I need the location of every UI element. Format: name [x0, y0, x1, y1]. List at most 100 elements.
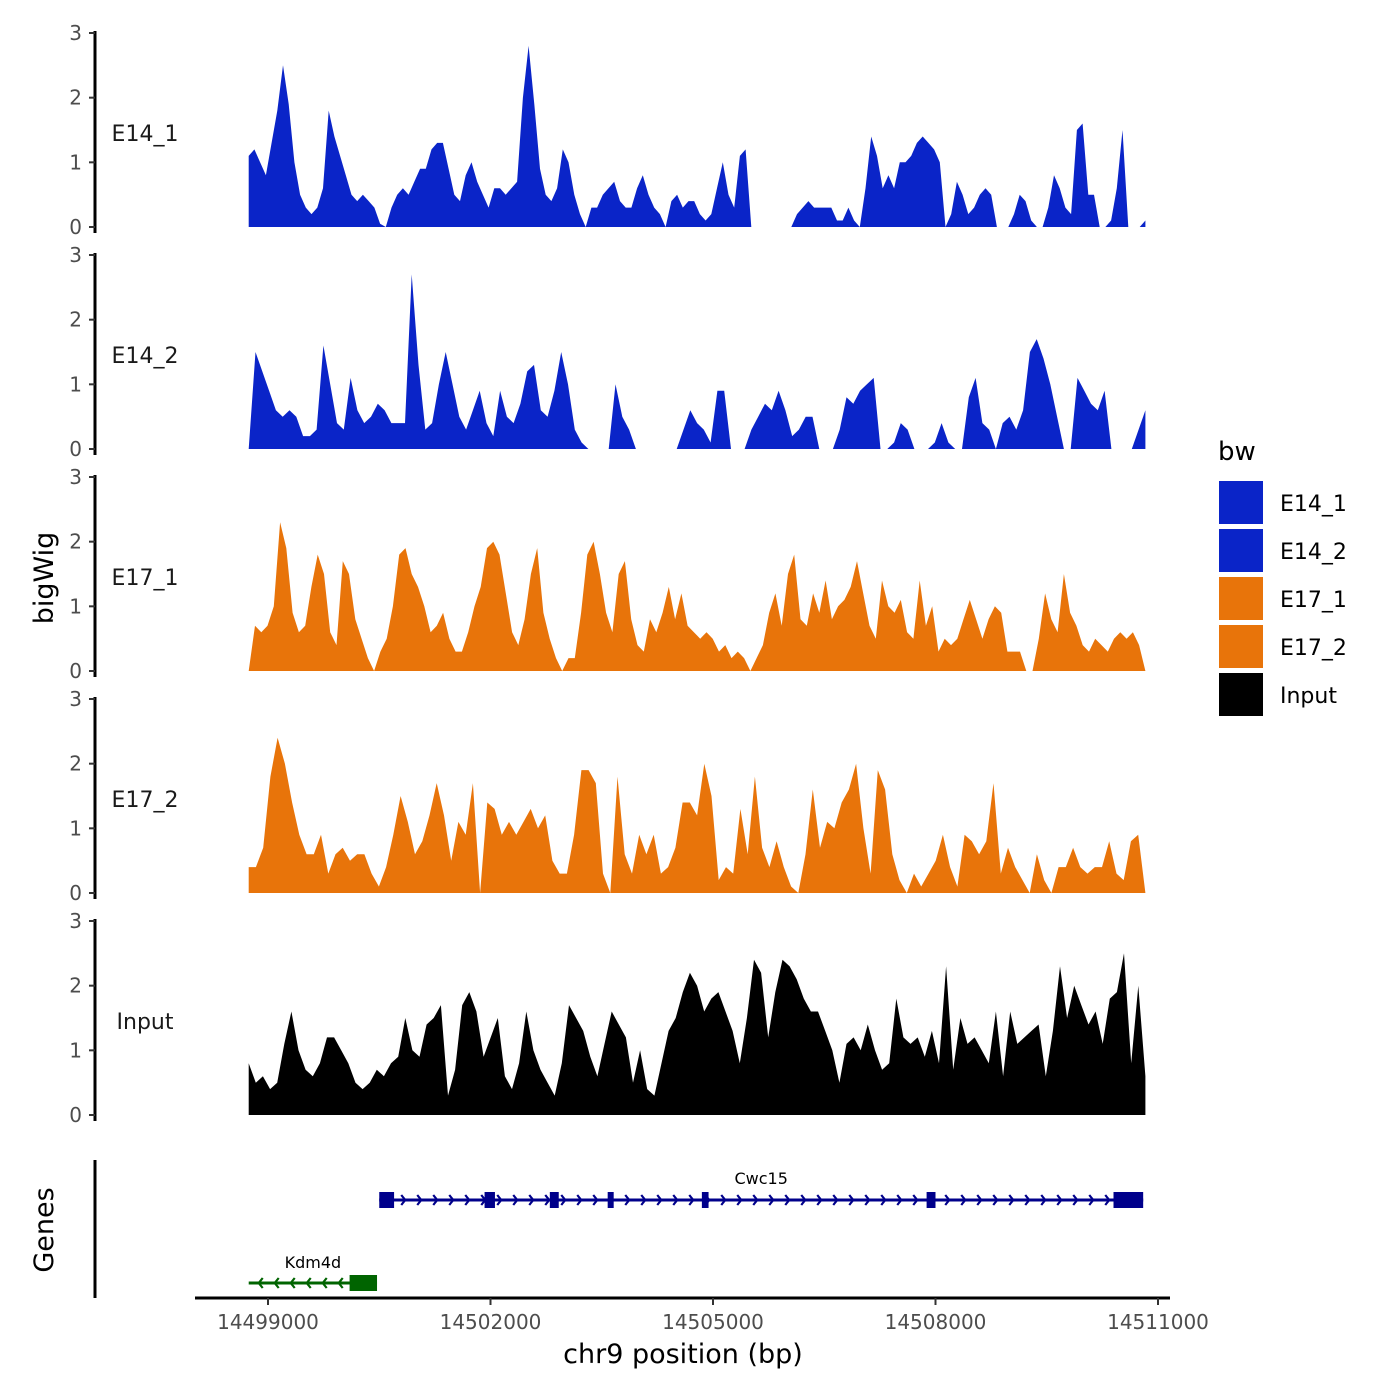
strand-arrow [416, 1194, 423, 1206]
track-E14_1: 0 1 2 3 E14_1 [69, 21, 1146, 239]
y-tick-label: 0 [69, 437, 82, 461]
track-E17_1: 0 1 2 3 E17_1 [69, 465, 1146, 683]
y-tick-label: 0 [69, 659, 82, 683]
track-label: E14_2 [112, 344, 179, 369]
gene-Cwc15: Cwc15 [379, 1169, 1144, 1208]
strand-arrow [1072, 1194, 1079, 1206]
strand-arrow [289, 1277, 296, 1289]
track-E14_2: 0 1 2 3 E14_2 [69, 243, 1146, 461]
y-tick-label: 1 [69, 150, 82, 174]
x-axis-title: chr9 position (bp) [563, 1339, 803, 1370]
strand-arrow [512, 1194, 519, 1206]
strand-arrow [784, 1194, 791, 1206]
gene-exon [549, 1192, 559, 1208]
coverage-area-E14_2 [248, 274, 1146, 449]
legend-label: E17_2 [1280, 636, 1347, 661]
y-axis-title: bigWig [29, 532, 60, 625]
legend-label: E17_1 [1280, 588, 1347, 613]
strand-arrow [832, 1194, 839, 1206]
legend-entry: E14_1 [1219, 481, 1347, 524]
x-axis: 14499000 14502000 14505000 14508000 14511000 [195, 1296, 1209, 1334]
strand-arrow [321, 1277, 328, 1289]
y-tick-label: 3 [69, 687, 82, 711]
strand-arrow [688, 1194, 695, 1206]
strand-arrow [528, 1194, 535, 1206]
strand-arrow [736, 1194, 743, 1206]
track-label: Input [117, 1010, 174, 1035]
legend-label: E14_2 [1280, 540, 1347, 565]
strand-arrow [337, 1277, 344, 1289]
y-tick-label: 1 [69, 816, 82, 840]
gene-exon [349, 1275, 378, 1291]
strand-arrow [768, 1194, 775, 1206]
strand-arrow [496, 1194, 503, 1206]
legend-label: E14_1 [1280, 492, 1347, 517]
legend-swatch [1219, 481, 1263, 524]
x-tick-label: 14511000 [1107, 1310, 1209, 1334]
strand-arrow [544, 1194, 551, 1206]
strand-arrow [640, 1194, 647, 1206]
legend-swatch [1219, 577, 1263, 620]
y-tick-label: 2 [69, 530, 82, 554]
strand-arrow [720, 1194, 727, 1206]
legend-entry: E17_1 [1219, 577, 1347, 620]
legend-swatch [1219, 673, 1263, 716]
y-tick-label: 3 [69, 243, 82, 267]
strand-arrow [1040, 1194, 1047, 1206]
track-E17_2: 0 1 2 3 E17_2 [69, 687, 1146, 905]
legend-entry: E17_2 [1219, 625, 1347, 668]
coverage-area-E17_1 [248, 522, 1146, 671]
strand-arrow [848, 1194, 855, 1206]
y-tick-label: 2 [69, 974, 82, 998]
y-tick-label: 1 [69, 1038, 82, 1062]
strand-arrow [576, 1194, 583, 1206]
x-tick-label: 14508000 [885, 1310, 987, 1334]
legend-entry: E14_2 [1219, 529, 1347, 572]
x-tick-label: 14502000 [440, 1310, 542, 1334]
gene-exon [607, 1192, 614, 1208]
strand-arrow [1088, 1194, 1095, 1206]
track-label: E14_1 [112, 122, 179, 147]
x-tick-label: 14505000 [662, 1310, 764, 1334]
track-label: E17_2 [112, 788, 179, 813]
gene-label: Cwc15 [734, 1169, 787, 1188]
legend-swatch [1219, 625, 1263, 668]
gene-label: Kdm4d [285, 1253, 342, 1272]
strand-arrow [912, 1194, 919, 1206]
y-tick-label: 2 [69, 86, 82, 110]
strand-arrow [960, 1194, 967, 1206]
strand-arrow [464, 1194, 471, 1206]
strand-arrow [800, 1194, 807, 1206]
strand-arrow [448, 1194, 455, 1206]
legend-entries: E14_1 E14_2 E17_1 E17_2 Input [1219, 481, 1347, 716]
tracks-layer: 0 1 2 3 E14_1 0 1 2 3 E14_2 0 1 2 3 E17_1 0 1 2 3 E17_2 0 1 2 3… [69, 21, 1146, 1127]
strand-arrow [752, 1194, 759, 1206]
strand-arrow [432, 1194, 439, 1206]
genes-axis-title: Genes [29, 1187, 60, 1272]
strand-arrow [992, 1194, 999, 1206]
legend-title: bw [1218, 437, 1256, 467]
track-label: E17_1 [112, 566, 179, 591]
strand-arrow [400, 1194, 407, 1206]
coverage-area-E17_2 [248, 737, 1146, 893]
strand-arrow [592, 1194, 599, 1206]
y-tick-label: 3 [69, 21, 82, 45]
gene-exon [1113, 1192, 1144, 1208]
strand-arrow [880, 1194, 887, 1206]
y-tick-label: 0 [69, 215, 82, 239]
y-tick-label: 0 [69, 881, 82, 905]
legend-label: Input [1280, 684, 1337, 709]
strand-arrow [896, 1194, 903, 1206]
y-tick-label: 2 [69, 308, 82, 332]
legend-entry: Input [1219, 673, 1337, 716]
strand-arrow [273, 1277, 280, 1289]
legend: bw E14_1 E14_2 E17_1 E17_2 Input [1218, 437, 1347, 716]
y-tick-label: 3 [69, 909, 82, 933]
genes-layer: Cwc15 Kdm4d [93, 1160, 1144, 1298]
strand-arrow [1104, 1194, 1111, 1206]
legend-swatch [1219, 529, 1263, 572]
gene-exon [926, 1192, 936, 1208]
strand-arrow [560, 1194, 567, 1206]
